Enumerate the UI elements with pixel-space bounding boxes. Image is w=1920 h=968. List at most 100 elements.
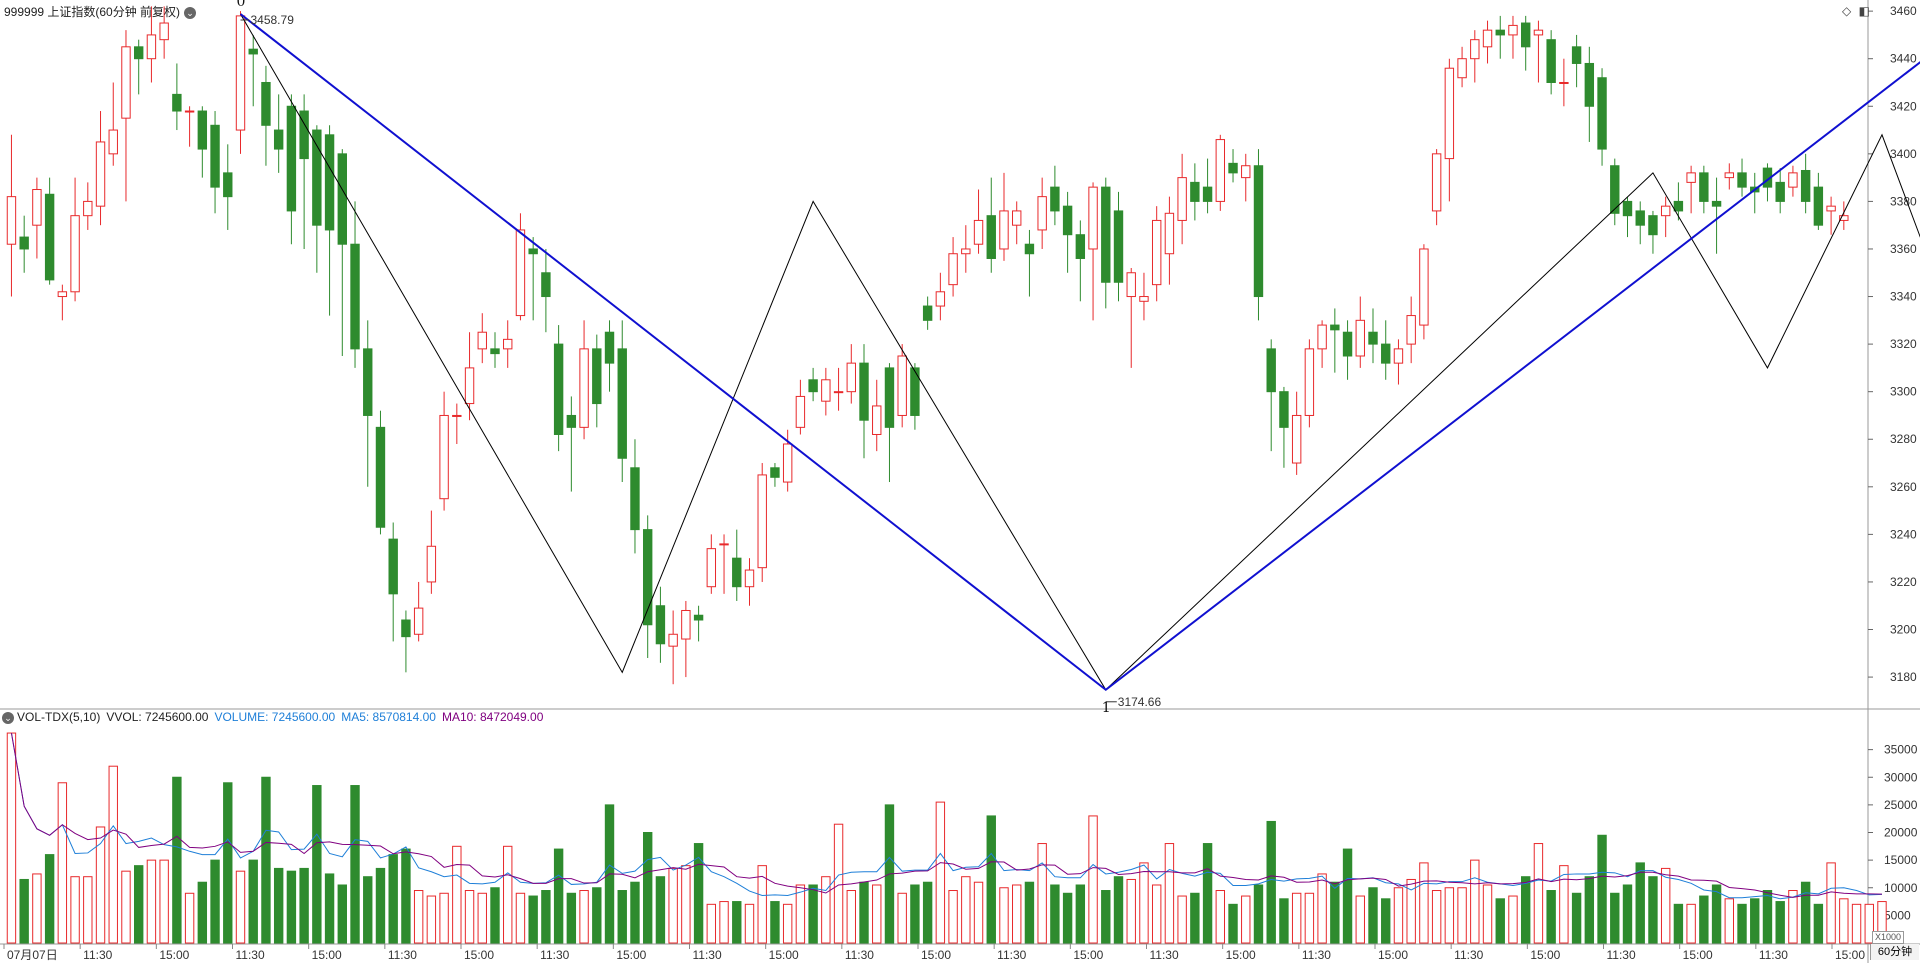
candle-body [1660,205,1671,217]
ma5-readout: MA5: 8570814.00 [341,710,436,724]
candle-body [1139,296,1149,302]
volume-bar [1355,895,1365,944]
candle-body [1788,172,1798,188]
candle-body [1686,172,1696,183]
candle-body [1622,200,1633,217]
volume-bar [897,892,907,944]
volume-bar [1457,887,1467,944]
vvol-readout: VVOL: 7245600.00 [106,710,209,724]
volume-bar [477,892,487,944]
time-tick-label: 15:00 [1378,948,1408,962]
candle-body [1253,165,1264,298]
diamond-icon[interactable]: ◇ [1842,4,1852,18]
time-tick-label: 11:30 [1302,948,1331,962]
candle-body [1317,324,1327,350]
candle-body [1775,181,1785,202]
candle-body [1635,210,1645,226]
candle-body [859,362,869,421]
volume-bar [95,826,106,944]
candle-body [872,405,882,435]
volume-bar [1012,884,1022,944]
candle-body [1826,205,1836,212]
candle-body [83,200,93,217]
volume-bar [1533,843,1544,944]
candle-body [261,81,271,126]
volume-bar [1660,867,1671,944]
volume-tick-label: 25000 [1884,798,1918,812]
volume-bar [1431,890,1442,944]
candle-body [1126,272,1136,298]
candle-body [223,172,233,198]
window-toggle-icon[interactable]: ◧ [1858,4,1870,18]
time-tick-label: 15:00 [464,948,494,962]
volume-bar [1711,884,1722,944]
candle-body [337,153,347,245]
chevron-down-icon[interactable]: ⌄ [184,6,197,19]
volume-tick-label: 10000 [1884,881,1918,895]
volume-bar [197,881,208,944]
candle-body [999,210,1009,250]
volume-bar [757,865,767,944]
volume-bar [57,782,68,944]
candle-body [1431,153,1442,212]
candle-body [375,426,386,528]
volume-bar [859,881,869,944]
volume-unit-tag: X1000 [1872,931,1905,944]
candle-body [1215,139,1226,202]
price-tick-label: 3320 [1890,337,1917,351]
volume-bar [1610,892,1620,944]
volume-bar [1419,862,1429,944]
candle-body [1571,46,1582,64]
candle-body [1800,169,1811,202]
candle-body [592,348,602,405]
volume-bar [350,785,360,944]
volume-bar [617,890,627,944]
candle-body [121,46,131,119]
candle-body [108,129,118,155]
volume-bar [1750,898,1760,944]
volume-bar [1762,890,1773,944]
volume-bar [273,867,284,944]
period-selector[interactable]: 60分钟 [1870,944,1919,960]
volume-bar [1342,848,1353,944]
volume-bar [1393,887,1404,944]
volume-bar [732,901,742,944]
candle-body [655,605,666,645]
volume-bar [833,823,844,944]
volume-bar [986,815,996,944]
candle-body [1037,196,1047,231]
candle-body [961,248,971,255]
volume-bar [922,881,933,944]
volume-ma5-line [10,732,1883,900]
candle-body [1228,162,1238,174]
candle-body [1724,172,1734,179]
volume-bar [1215,890,1226,944]
candle-body [1699,172,1709,202]
volume-bar [134,865,144,944]
top-right-controls: ◇ ◧ [1838,4,1870,18]
price-tick-label: 3360 [1890,242,1917,256]
candle-body [1291,414,1302,464]
volume-bar [668,867,678,944]
candle-body [477,331,487,350]
volume-bar [1546,890,1556,944]
volume-bar [1521,876,1531,944]
volume-bar [248,859,258,944]
volume-bar [32,873,42,944]
candle-body [1711,200,1722,207]
volume-bar [1253,884,1264,944]
volume-bar [1291,892,1302,944]
collapse-icon[interactable]: ⌄ [2,711,14,724]
chart-title-text: 999999 上证指数(60分钟 前复权) [4,5,181,19]
candle-body [1190,181,1200,202]
volume-bar [1037,843,1047,944]
time-tick-label: 11:30 [1454,948,1483,962]
candle-body [1381,343,1391,364]
volume-bar [1673,903,1684,944]
candle-body [324,134,335,231]
volume-bar [235,870,246,944]
candle-body [1673,200,1684,212]
candle-body [1610,165,1620,214]
volume-bar [1444,887,1455,944]
volume-bar [1190,892,1200,944]
